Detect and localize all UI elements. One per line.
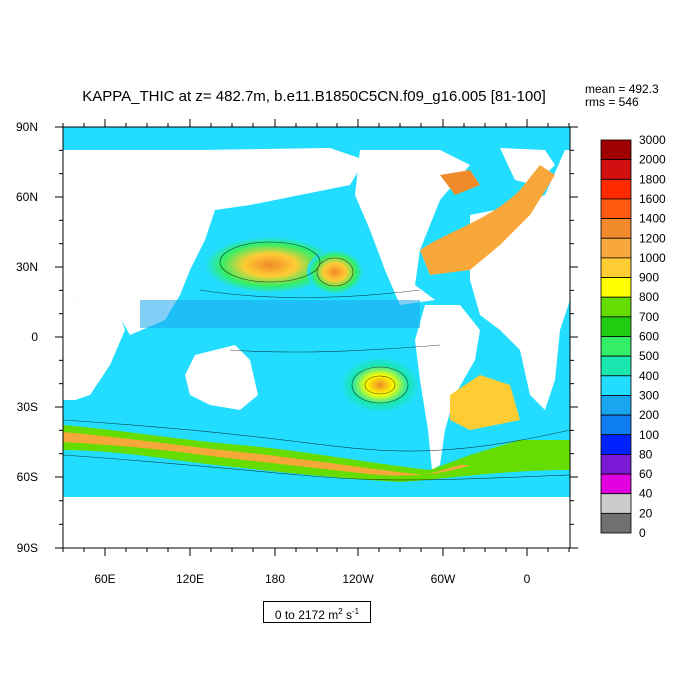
colorbar-label: 1600 <box>639 192 666 206</box>
colorbar-swatch <box>600 257 632 278</box>
south-pacific-high <box>340 357 420 413</box>
lon-tick-label: 120E <box>176 572 204 586</box>
colorbar-swatch <box>600 473 632 495</box>
antarctica <box>63 497 570 548</box>
colorbar-swatch <box>600 434 632 455</box>
colorbar-swatch <box>600 198 632 219</box>
colorbar-swatch <box>600 375 632 396</box>
south-atlantic-high <box>450 375 520 430</box>
map-title: KAPPA_THIC at z= 482.7m, b.e11.B1850C5CN… <box>82 88 545 105</box>
southern-ocean-band <box>63 425 570 482</box>
colorbar-label: 2000 <box>639 153 666 167</box>
colorbar-swatch <box>600 414 632 436</box>
colorbar-swatch <box>600 493 632 514</box>
lat-tick-label: 30N <box>16 260 38 274</box>
lat-tick-label: 0 <box>31 330 38 344</box>
colorbar-swatch <box>600 218 632 239</box>
colorbar-swatch <box>600 355 632 377</box>
colorbar-label: 0 <box>639 526 646 540</box>
colorbar-swatch <box>600 336 632 357</box>
lat-tick-label: 60S <box>17 470 38 484</box>
colorbar-label: 40 <box>639 487 653 501</box>
south-america <box>415 305 480 470</box>
lat-tick-label: 90S <box>17 541 38 555</box>
colorbar-label: 1400 <box>639 212 666 226</box>
equatorial-band <box>140 300 420 328</box>
colorbar-swatch <box>600 453 632 475</box>
axis-ticks <box>55 119 578 556</box>
lon-tick-label: 60E <box>94 572 115 586</box>
colorbar-label: 80 <box>639 447 653 461</box>
colorbar-label: 100 <box>639 428 659 442</box>
rms-stat: rms = 546 <box>585 95 639 109</box>
lat-tick-label: 30S <box>17 400 38 414</box>
colorbar-swatch <box>600 277 632 298</box>
lon-tick-label: 60W <box>431 572 456 586</box>
colorbar: 3000200018001600140012001000900800700600… <box>600 133 666 540</box>
lat-tick-label: 90N <box>16 120 38 134</box>
map-field <box>63 127 570 548</box>
colorbar-label: 200 <box>639 408 659 422</box>
colorbar-label: 300 <box>639 388 659 402</box>
colorbar-swatch <box>600 296 632 318</box>
colorbar-label: 1200 <box>639 231 666 245</box>
colorbar-swatch <box>600 139 632 161</box>
colorbar-label: 1000 <box>639 251 666 265</box>
colorbar-label: 700 <box>639 310 659 324</box>
colorbar-label: 400 <box>639 369 659 383</box>
colorbar-label: 60 <box>639 467 653 481</box>
colorbar-label: 900 <box>639 271 659 285</box>
colorbar-swatch <box>600 237 632 259</box>
colorbar-label: 1800 <box>639 172 666 186</box>
colorbar-swatch <box>600 159 632 180</box>
colorbar-swatch <box>600 512 632 534</box>
colorbar-label: 500 <box>639 349 659 363</box>
colorbar-label: 800 <box>639 290 659 304</box>
colorbar-label: 20 <box>639 506 653 520</box>
colorbar-swatch <box>600 316 632 337</box>
eurasia <box>63 148 365 335</box>
colorbar-swatch <box>600 178 632 200</box>
australia <box>185 345 258 410</box>
lat-tick-label: 60N <box>16 190 38 204</box>
north-america <box>355 150 470 305</box>
africa-east <box>63 285 125 400</box>
lon-tick-label: 180 <box>265 572 285 586</box>
gulf-stream <box>420 165 555 275</box>
colorbar-swatch <box>600 395 632 416</box>
colorbar-label: 600 <box>639 330 659 344</box>
lon-tick-label: 0 <box>524 572 531 586</box>
colorbar-label: 3000 <box>639 133 666 147</box>
kuroshio-extension <box>205 237 335 293</box>
mean-stat: mean = 492.3 <box>585 82 659 96</box>
range-label: 0 to 2172 m2 s-1 <box>263 601 371 623</box>
lon-tick-label: 120W <box>342 572 374 586</box>
